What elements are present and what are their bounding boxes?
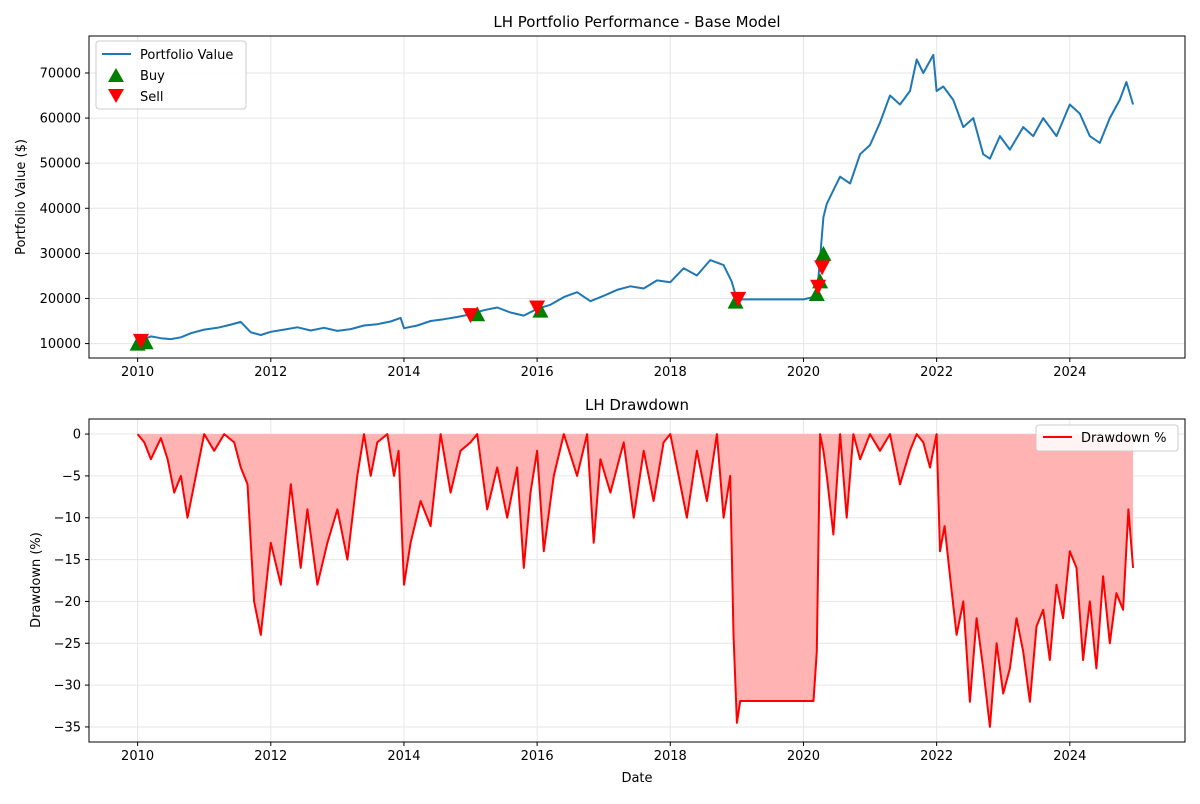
- bottom-plot-frame: [88, 418, 1186, 743]
- y-tick-label: 60000: [40, 112, 81, 127]
- top-legend: Portfolio Value Buy Sell: [95, 40, 247, 110]
- sell-marker: [529, 300, 546, 316]
- legend-buy-triangle-icon: [108, 68, 124, 82]
- top-legend-box: [95, 40, 247, 110]
- portfolio-chart: 2010 2012 2014 2016 2018 2020 2022 2024 10000 20…: [14, 13, 1186, 380]
- y-tick-label: 20000: [40, 292, 81, 307]
- x-tick-label: 2012: [254, 749, 287, 764]
- x-tick-label: 2014: [387, 749, 420, 764]
- x-tick-label: 2022: [920, 365, 953, 380]
- x-tick-label: 2022: [920, 749, 953, 764]
- top-grid: [89, 36, 1185, 358]
- y-tick-label: 40000: [40, 202, 81, 217]
- buy-marker: [808, 285, 825, 301]
- y-tick-label: 10000: [40, 337, 81, 352]
- sell-marker: [730, 291, 747, 307]
- y-tick-label: 30000: [40, 247, 81, 262]
- top-y-ticks: 10000 20000 30000 40000 50000 60000 70000: [40, 66, 89, 352]
- y-tick-label: −30: [54, 679, 81, 694]
- y-tick-label: −25: [54, 637, 81, 652]
- x-tick-label: 2020: [787, 749, 820, 764]
- series-line: [137, 53, 1135, 343]
- x-tick-label: 2020: [787, 365, 820, 380]
- sell-marker: [814, 260, 831, 276]
- bottom-y-axis-label: Drawdown (%): [29, 532, 44, 628]
- y-tick-label: −20: [54, 595, 81, 610]
- sell-marker: [462, 308, 479, 324]
- legend-label-portfolio: Portfolio Value: [140, 48, 233, 63]
- x-tick-label: 2010: [121, 365, 154, 380]
- x-tick-label: 2018: [654, 365, 687, 380]
- top-markers: [129, 245, 832, 351]
- top-plot-frame: [88, 35, 1186, 359]
- bottom-x-axis-label: Date: [621, 771, 652, 786]
- x-tick-label: 2024: [1053, 749, 1086, 764]
- legend-label-drawdown: Drawdown %: [1081, 431, 1167, 446]
- series-line: [136, 433, 1135, 728]
- x-tick-label: 2016: [521, 749, 554, 764]
- y-tick-label: 70000: [40, 66, 81, 81]
- legend-label-buy: Buy: [140, 69, 165, 84]
- y-tick-label: 50000: [40, 157, 81, 172]
- sell-marker: [810, 279, 827, 295]
- drawdown-chart: 2010 2012 2014 2016 2018 2020 2022 2024 0 −5 −10 −…: [29, 396, 1186, 786]
- x-tick-label: 2012: [254, 365, 287, 380]
- top-y-axis-label: Portfolio Value ($): [14, 139, 29, 255]
- sell-marker: [132, 333, 149, 349]
- x-tick-label: 2018: [654, 749, 687, 764]
- top-series: [137, 53, 1135, 343]
- y-tick-label: 0: [73, 428, 81, 443]
- bottom-series: [136, 433, 1135, 728]
- y-tick-label: −15: [54, 553, 81, 568]
- bottom-y-ticks: 0 −5 −10 −15 −20 −25 −30 −35: [54, 428, 89, 735]
- top-x-ticks: 2010 2012 2014 2016 2018 2020 2022 2024: [121, 358, 1086, 380]
- drawdown-area-fill: [137, 434, 1134, 727]
- bottom-chart-title: LH Drawdown: [585, 396, 689, 414]
- bottom-legend-box: [1035, 424, 1179, 452]
- x-tick-label: 2010: [121, 749, 154, 764]
- x-tick-label: 2016: [521, 365, 554, 380]
- y-tick-label: −5: [62, 469, 81, 484]
- top-chart-title: LH Portfolio Performance - Base Model: [493, 13, 780, 31]
- x-tick-label: 2014: [387, 365, 420, 380]
- y-tick-label: −10: [54, 511, 81, 526]
- x-tick-label: 2024: [1053, 365, 1086, 380]
- bottom-x-ticks: 2010 2012 2014 2016 2018 2020 2022 2024: [121, 742, 1086, 764]
- legend-label-sell: Sell: [140, 90, 163, 105]
- buy-marker: [815, 245, 832, 261]
- bottom-legend: Drawdown %: [1035, 424, 1179, 452]
- y-tick-label: −35: [54, 720, 81, 735]
- legend-sell-triangle-icon: [108, 89, 124, 103]
